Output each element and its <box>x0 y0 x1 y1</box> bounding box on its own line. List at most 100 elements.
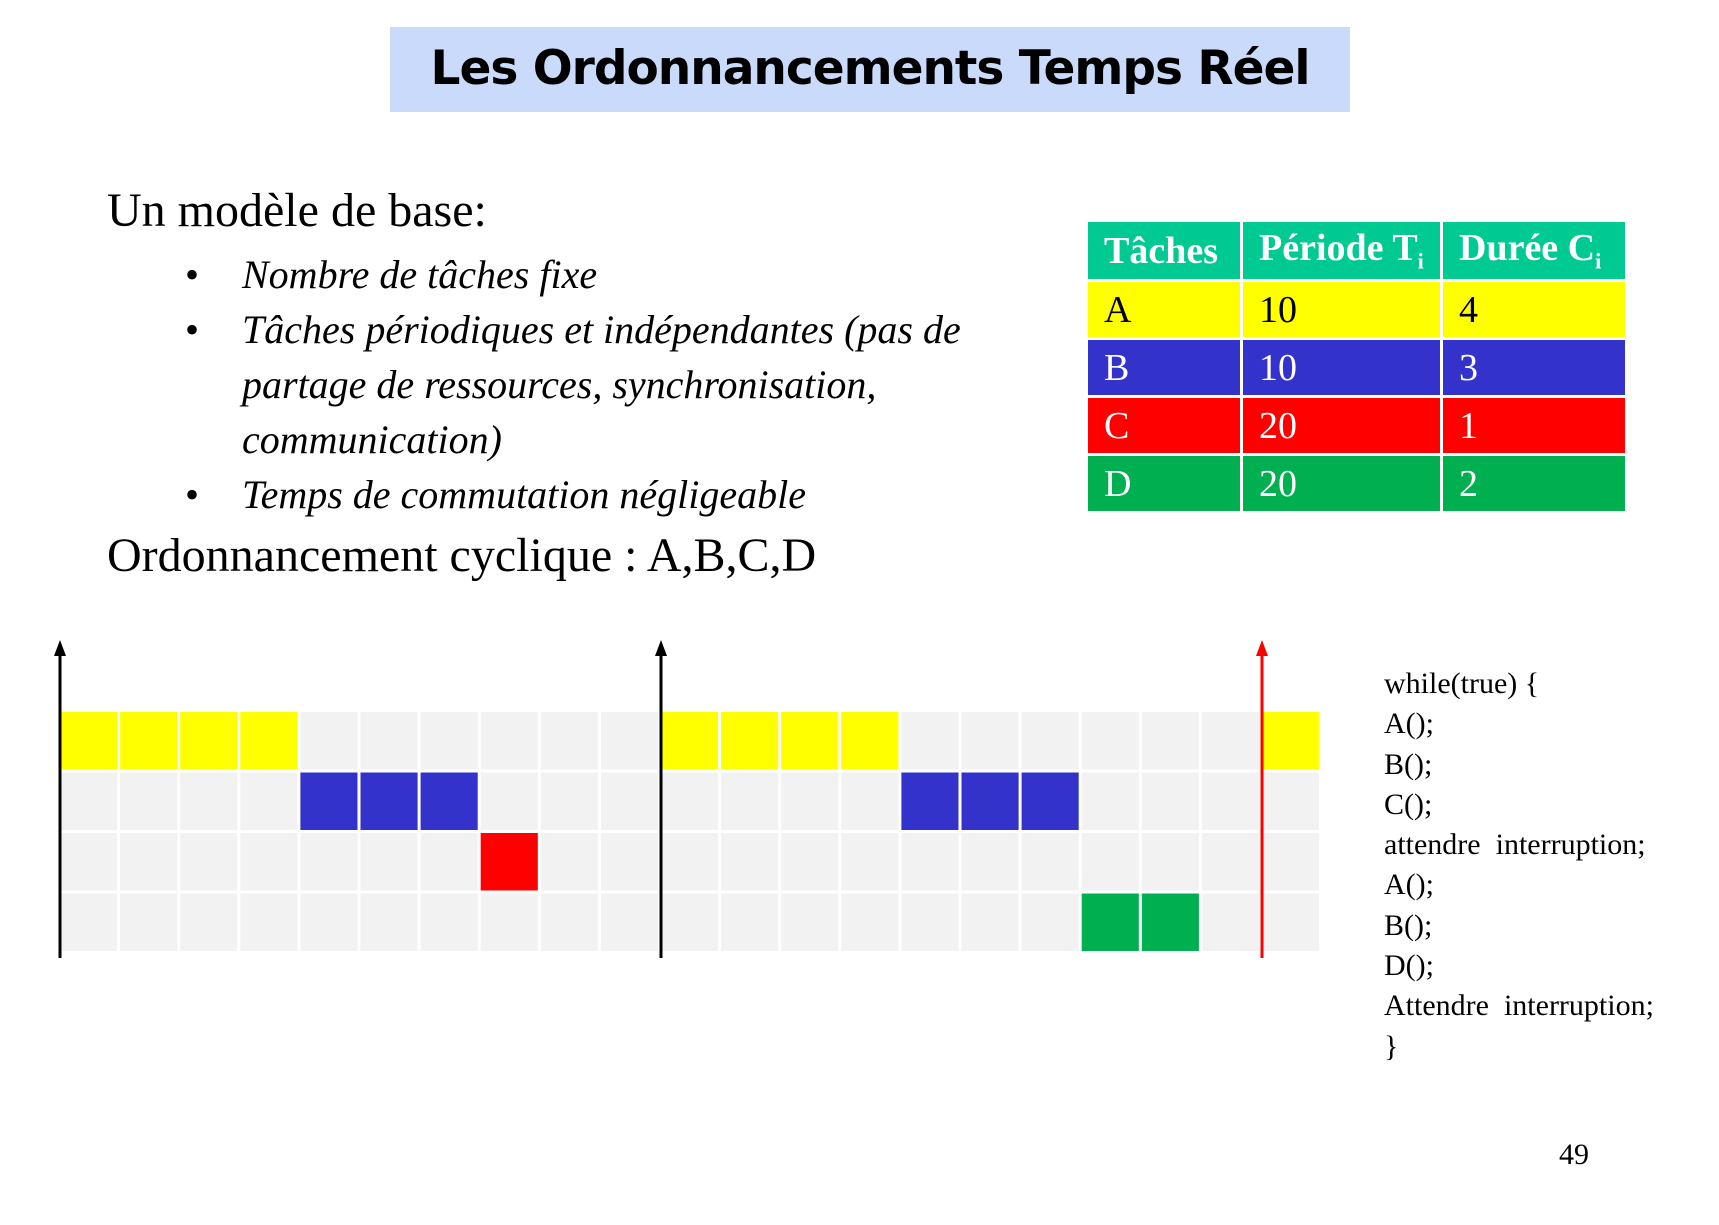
code-line: D(); <box>1384 949 1434 983</box>
table-row: B 10 3 <box>1085 337 1628 398</box>
grid-cell <box>180 893 238 951</box>
task-block-a <box>240 712 298 770</box>
grid-cell <box>480 712 538 770</box>
table-row: A 10 4 <box>1085 279 1628 340</box>
task-block-b <box>901 772 959 830</box>
grid-cell <box>721 833 779 891</box>
grid-cell <box>540 772 598 830</box>
grid-cell <box>781 772 839 830</box>
table-cell-task: D <box>1085 453 1243 514</box>
code-line: while(true) { <box>1384 667 1540 700</box>
grid-cell <box>360 833 418 891</box>
grid-cell <box>1201 893 1259 951</box>
grid-cell <box>60 833 118 891</box>
code-line: } <box>1384 1029 1399 1063</box>
grid-cell <box>540 833 598 891</box>
grid-cell <box>961 833 1019 891</box>
code-line: Attendre interruption; <box>1384 989 1654 1023</box>
grid-cell <box>1262 833 1320 891</box>
task-block-a <box>781 712 839 770</box>
grid-cell <box>600 893 658 951</box>
grid-cell <box>721 772 779 830</box>
code-line: B(); <box>1384 908 1433 942</box>
task-block-a <box>721 712 779 770</box>
grid-cell <box>600 772 658 830</box>
bullet-dot: • <box>185 307 200 352</box>
grid-cell <box>721 893 779 951</box>
header-duration: Durée Ci <box>1440 219 1628 282</box>
arrow-up-icon <box>54 640 66 656</box>
table-cell-period: 10 <box>1240 279 1443 340</box>
grid-cell <box>120 833 178 891</box>
table-cell-duration: 3 <box>1440 337 1628 398</box>
task-block-a <box>661 712 719 770</box>
grid-cell <box>480 772 538 830</box>
grid-cell <box>901 893 959 951</box>
table-header-row: Tâches Période Ti Durée Ci <box>1085 219 1628 282</box>
grid-cell <box>120 772 178 830</box>
header-tasks: Tâches <box>1085 219 1243 282</box>
grid-cell <box>1021 893 1079 951</box>
grid-cell <box>420 893 478 951</box>
code-line: B(); <box>1384 747 1433 781</box>
grid-cell <box>841 833 899 891</box>
grid-cell <box>661 893 719 951</box>
grid-cell <box>841 893 899 951</box>
grid-cell <box>961 893 1019 951</box>
table-cell-duration: 4 <box>1440 279 1628 340</box>
grid-cell <box>300 833 358 891</box>
bullet-list: • Nombre de tâches fixe • Tâches périodiqu… <box>185 247 1005 522</box>
grid-cell <box>781 893 839 951</box>
grid-cell <box>360 712 418 770</box>
task-block-a <box>841 712 899 770</box>
task-block-a <box>120 712 178 770</box>
grid-cell <box>1201 833 1259 891</box>
grid-cell <box>1081 712 1139 770</box>
grid-cell <box>1021 833 1079 891</box>
task-block-d <box>1081 893 1139 951</box>
arrow-up-icon <box>1256 640 1268 656</box>
bullet-item: • Tâches périodiques et indépendantes (pa… <box>185 302 1005 467</box>
cyclic-schedule-label: Ordonnancement cyclique : A,B,C,D <box>107 529 817 582</box>
grid-cell <box>300 712 358 770</box>
title-banner: Les Ordonnancements Temps Réel <box>390 27 1350 112</box>
task-block-a <box>1262 712 1320 770</box>
grid-cell <box>1262 772 1320 830</box>
header-period: Période Ti <box>1240 219 1443 282</box>
grid-cell <box>1081 772 1139 830</box>
page-title: Les Ordonnancements Temps Réel <box>430 41 1311 96</box>
task-table: Tâches Période Ti Durée Ci A 10 4 B 10 3 C 20 1 D… <box>1085 219 1628 514</box>
task-block-b <box>1021 772 1079 830</box>
table-cell-period: 20 <box>1240 395 1443 456</box>
table-cell-period: 10 <box>1240 337 1443 398</box>
grid-cell <box>841 772 899 830</box>
grid-cell <box>180 772 238 830</box>
code-line: attendre interruption; <box>1384 828 1646 862</box>
grid-cell <box>1021 712 1079 770</box>
grid-cell <box>1141 772 1199 830</box>
arrow-up-icon <box>655 640 667 656</box>
grid-cell <box>480 893 538 951</box>
grid-cell <box>600 833 658 891</box>
grid-cell <box>781 833 839 891</box>
table-cell-duration: 1 <box>1440 395 1628 456</box>
grid-cell <box>60 772 118 830</box>
grid-cell <box>1141 833 1199 891</box>
grid-cell <box>1201 712 1259 770</box>
code-block: while(true) {A(); B(); C(); attendre interr… <box>1384 664 1654 1067</box>
grid-cell <box>180 833 238 891</box>
grid-cell <box>420 833 478 891</box>
task-block-c <box>480 833 538 891</box>
table-cell-task: B <box>1085 337 1243 398</box>
code-line: A(); <box>1384 868 1434 902</box>
table-row: D 20 2 <box>1085 453 1628 514</box>
code-line: A(); <box>1384 707 1434 741</box>
grid-cell <box>420 712 478 770</box>
bullet-item: • Nombre de tâches fixe <box>185 247 1005 302</box>
task-block-d <box>1141 893 1199 951</box>
grid-cell <box>540 712 598 770</box>
task-block-b <box>420 772 478 830</box>
table-cell-period: 20 <box>1240 453 1443 514</box>
bullet-item: • Temps de commutation négligeable <box>185 467 1005 522</box>
table-cell-duration: 2 <box>1440 453 1628 514</box>
